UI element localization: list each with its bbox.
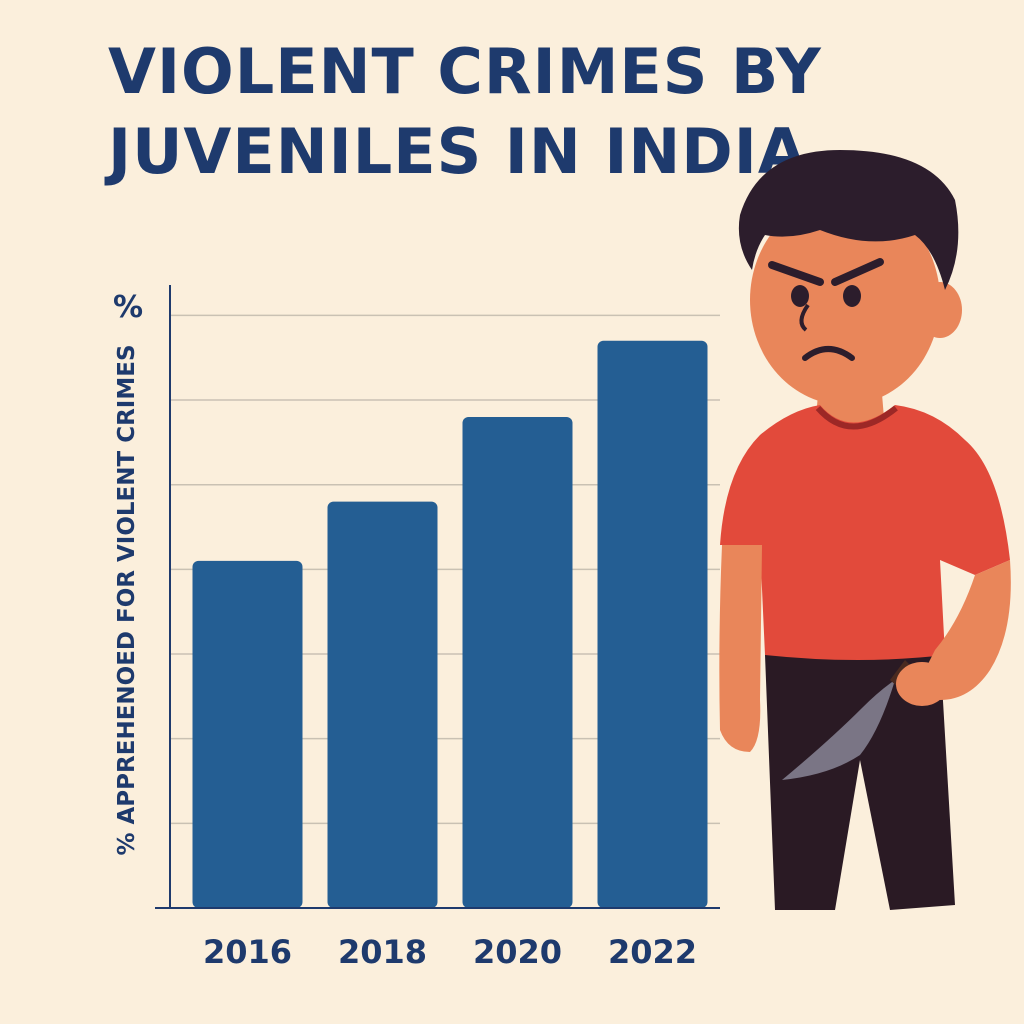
title-line-2: JUVENILES IN INDIA [108,115,807,188]
title-line-1: VIOLENT CRIMES BY [108,35,822,108]
bars [192,340,708,908]
right-eyebrow [831,258,884,286]
left-arm [719,545,762,752]
axes [155,285,720,909]
right-arm [915,560,1011,700]
bar-2022 [597,340,708,908]
shirt-collar [815,405,898,430]
x-tick-label-2020: 2020 [473,933,562,971]
x-tick-label-2018: 2018 [338,933,427,971]
page-title: VIOLENT CRIMES BY JUVENILES IN INDIA [108,32,822,192]
y-axis-unit: % [113,290,144,325]
x-tick-label-2016: 2016 [203,933,292,971]
hand [896,662,948,706]
hair [738,150,959,290]
shirt [720,405,1010,660]
bar-2016 [192,560,303,908]
right-eye [843,285,861,307]
left-eyebrow [768,261,824,286]
x-tick-labels: 2016 2018 2020 2022 [203,933,697,971]
x-tick-label-2022: 2022 [608,933,697,971]
bar-2018 [327,501,438,908]
nose [799,303,810,332]
frown [802,346,855,361]
ear [918,282,962,338]
pants [765,650,955,910]
left-eye [791,285,809,307]
bar-2020 [462,416,573,908]
